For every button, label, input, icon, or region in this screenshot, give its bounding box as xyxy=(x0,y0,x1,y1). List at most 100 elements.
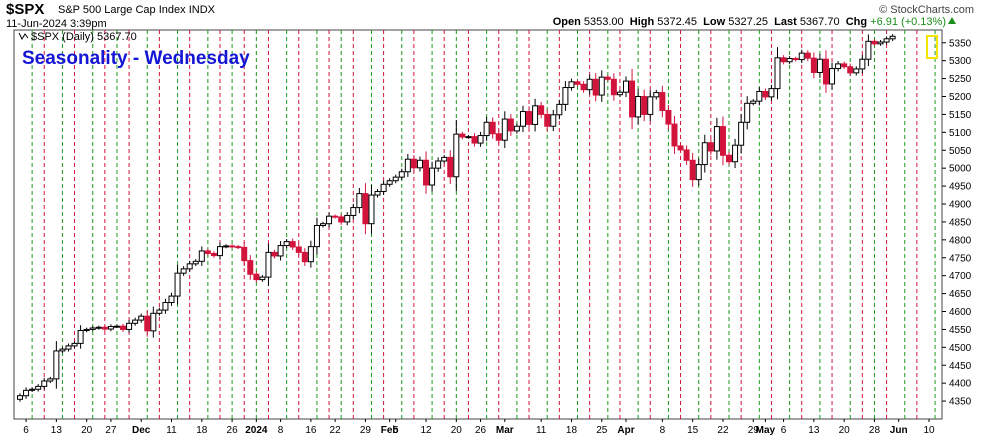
candle xyxy=(350,203,357,220)
candle xyxy=(113,324,120,329)
y-tick-label: 4600 xyxy=(949,307,972,318)
candle-body xyxy=(550,114,557,127)
candle-body xyxy=(883,38,890,43)
candle xyxy=(132,317,139,326)
x-tick-label: Apr xyxy=(617,425,634,436)
candle-body xyxy=(532,105,539,125)
candle-body xyxy=(229,245,236,248)
candle xyxy=(356,187,363,214)
candle xyxy=(416,156,423,172)
x-tick-label: 11 xyxy=(536,425,547,436)
candle-body xyxy=(477,135,484,144)
candle-body xyxy=(847,66,854,74)
candle-body xyxy=(629,80,636,118)
candle xyxy=(265,243,272,286)
candle xyxy=(368,185,375,234)
candle xyxy=(871,39,878,47)
candle-body xyxy=(47,378,54,382)
chart-title: Seasonality - Wednesday xyxy=(22,48,250,69)
x-tick-label: 18 xyxy=(566,425,578,436)
candle-body xyxy=(871,40,878,45)
candle-body xyxy=(29,388,36,391)
candle-body xyxy=(107,326,114,330)
brand-label: © StockCharts.com xyxy=(879,4,974,16)
candle-body xyxy=(174,272,181,297)
candle-body xyxy=(368,194,375,225)
candle xyxy=(459,131,466,140)
candle-body xyxy=(544,113,551,127)
candle-body xyxy=(168,295,175,304)
candle xyxy=(301,248,308,266)
candle xyxy=(701,134,708,173)
symbol-name: S&P 500 Large Cap Index INDX xyxy=(58,4,215,16)
candle xyxy=(29,387,36,393)
y-tick-label: 5150 xyxy=(949,110,972,121)
candle xyxy=(750,99,757,106)
candle xyxy=(768,84,775,101)
candle-body xyxy=(247,260,254,275)
candle xyxy=(283,239,290,249)
candle xyxy=(162,298,169,314)
candle xyxy=(174,264,181,305)
candle xyxy=(47,376,54,384)
candle xyxy=(629,68,636,130)
candle-body xyxy=(259,276,266,281)
candle-body xyxy=(132,319,139,324)
x-tick-label: 6 xyxy=(781,425,787,436)
candle xyxy=(332,214,339,219)
x-tick-label: 20 xyxy=(451,425,463,436)
candle-body xyxy=(726,154,733,163)
candle-body xyxy=(538,105,545,115)
candle xyxy=(647,90,654,122)
quote-summary: Open 5353.00 High 5372.45 Low 5327.25 La… xyxy=(552,16,946,28)
candle-body xyxy=(713,126,720,152)
candle-body xyxy=(71,342,78,347)
candle xyxy=(192,259,199,267)
candle-body xyxy=(810,57,817,73)
candle xyxy=(35,384,42,392)
candle-body xyxy=(483,121,490,137)
candle xyxy=(398,168,405,181)
candle xyxy=(635,88,642,125)
candle-body xyxy=(853,68,860,74)
candle-body xyxy=(562,87,569,105)
candle-body xyxy=(804,52,811,59)
candle xyxy=(71,341,78,349)
candle xyxy=(441,154,448,164)
candle xyxy=(726,151,733,166)
y-tick-label: 4400 xyxy=(949,379,972,390)
candle-body xyxy=(707,142,714,152)
candle-body xyxy=(283,241,290,247)
candle xyxy=(810,52,817,79)
x-tick-label: 25 xyxy=(596,425,608,436)
x-tick-label: 5 xyxy=(393,425,399,436)
candle xyxy=(883,36,890,45)
candle xyxy=(229,244,236,249)
x-tick-label: 22 xyxy=(717,425,729,436)
timestamp: 11-Jun-2024 3:39pm xyxy=(6,18,107,30)
candle-body xyxy=(186,263,193,270)
candle xyxy=(489,117,496,139)
candle-body xyxy=(416,159,423,169)
candle xyxy=(604,75,611,82)
candle-body xyxy=(235,246,242,249)
y-tick-label: 4750 xyxy=(949,253,972,264)
candle-body xyxy=(307,246,314,263)
candle xyxy=(665,104,672,130)
candle xyxy=(150,306,157,338)
candle xyxy=(495,130,502,144)
candle-body xyxy=(829,68,836,85)
candle-body xyxy=(822,58,829,85)
y-tick-label: 4700 xyxy=(949,271,972,282)
candle-body xyxy=(332,215,339,218)
candle-body xyxy=(17,395,23,400)
candle xyxy=(362,183,369,235)
x-tick-label: 8 xyxy=(278,425,284,436)
candle xyxy=(798,49,805,63)
candle xyxy=(392,174,399,184)
candle xyxy=(144,310,151,337)
candle xyxy=(23,387,30,399)
y-tick-label: 5300 xyxy=(949,56,972,67)
x-tick-label: May xyxy=(756,425,776,436)
x-tick-label: 8 xyxy=(660,425,666,436)
